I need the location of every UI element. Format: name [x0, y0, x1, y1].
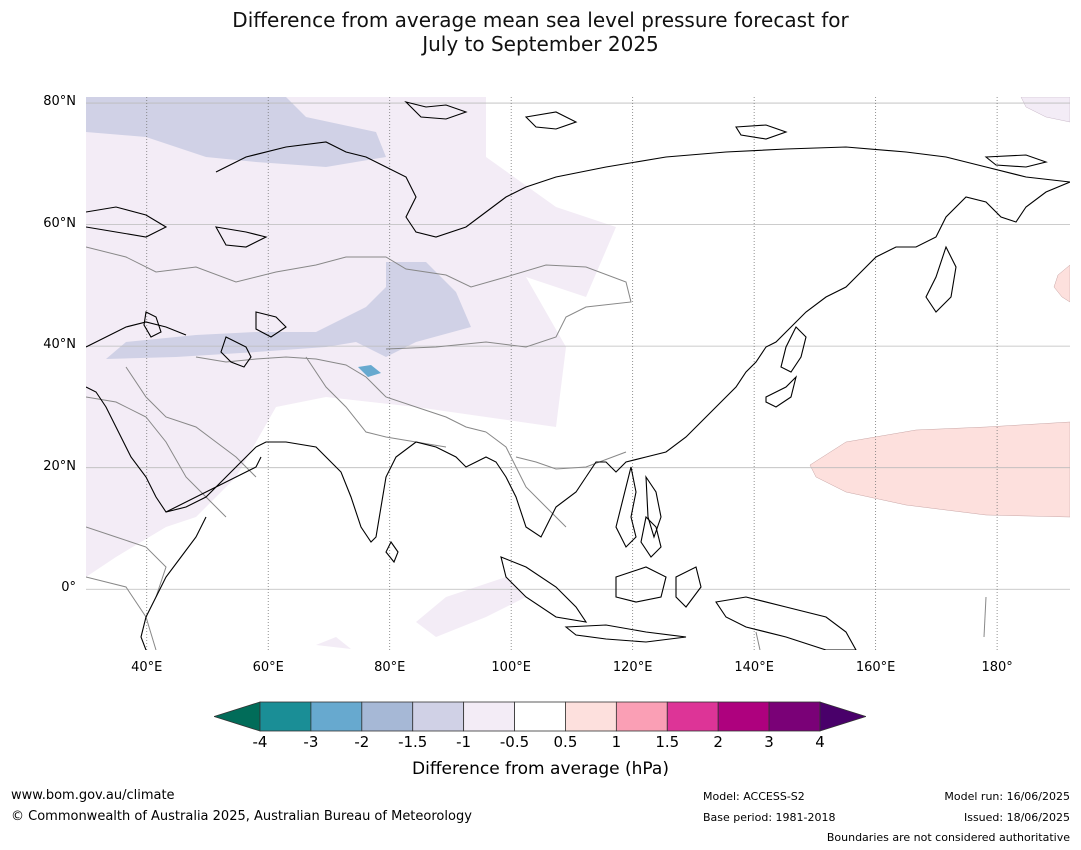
map-canvas [86, 97, 1070, 650]
longitude-label: 160°E [855, 660, 896, 675]
anomaly-region-lilac-indian-ocean [416, 577, 526, 637]
footer-base-period: Base period: 1981-2018 [703, 811, 836, 824]
colorbar-over-arrow [819, 701, 868, 732]
anomaly-region-lilac-bering [1020, 97, 1070, 123]
colorbar-bin [259, 701, 312, 732]
colorbar-bin [666, 701, 719, 732]
footer-copyright: © Commonwealth of Australia 2025, Austra… [11, 809, 472, 824]
colorbar-bin [615, 701, 668, 732]
colorbar-scale [212, 701, 868, 732]
anomaly-region-lilac-east-indian-ocean [316, 637, 351, 649]
colorbar-tick-label: -1.5 [398, 733, 428, 751]
colorbar-tick-label: -4 [252, 733, 268, 751]
footer-issued: Issued: 18/06/2025 [963, 811, 1070, 824]
colorbar-under-arrow [212, 701, 261, 732]
colorbar-bin [717, 701, 770, 732]
colorbar-tick-label: -2 [354, 733, 370, 751]
colorbar-title: Difference from average (hPa) [412, 759, 669, 779]
longitude-label: 180° [981, 660, 1013, 675]
colorbar-bin [514, 701, 566, 732]
colorbar [212, 700, 868, 734]
colorbar-tick-label: 3 [764, 733, 774, 751]
colorbar-tick-label: 4 [815, 733, 825, 751]
anomaly-region-pink-pacific [809, 421, 1070, 518]
latitude-label: 40°N [43, 337, 76, 353]
footer-website: www.bom.gov.au/climate [11, 788, 175, 803]
longitude-label: 80°E [374, 660, 406, 675]
colorbar-tick-label: -1 [456, 733, 472, 751]
map-title: Difference from average mean sea level p… [0, 8, 1081, 56]
anomaly-region-blue-tibet [358, 365, 381, 377]
longitude-label: 140°E [734, 660, 774, 675]
longitude-label: 100°E [491, 660, 531, 675]
latitude-label: 20°N [43, 458, 76, 474]
title-line-2: July to September 2025 [422, 32, 659, 56]
colorbar-bin [463, 701, 515, 732]
colorbar-tick-label: 1 [611, 733, 622, 751]
footer-model-run: Model run: 16/06/2025 [944, 790, 1070, 803]
footer-disclaimer: Boundaries are not considered authoritat… [826, 831, 1070, 844]
anomaly-region-lilac-central-asia [106, 262, 471, 359]
longitude-label: 60°E [252, 660, 284, 675]
title-line-1: Difference from average mean sea level p… [232, 8, 849, 32]
longitude-label: 40°E [131, 660, 163, 675]
country-boundaries [86, 246, 987, 650]
latitude-label: 60°N [43, 215, 76, 231]
pressure-anomaly-map [86, 97, 1070, 650]
latitude-label: 0° [61, 580, 76, 596]
colorbar-bin [361, 701, 414, 732]
longitude-label: 120°E [612, 660, 653, 675]
colorbar-bin [412, 701, 465, 732]
anomaly-fields [86, 97, 1070, 649]
footer-model: Model: ACCESS-S2 [703, 790, 805, 803]
anomaly-region-pink-north-pacific [1053, 264, 1070, 303]
anomaly-region-lilac-arctic [86, 97, 386, 167]
colorbar-tick-label: 2 [713, 733, 723, 751]
colorbar-tick-label: -3 [303, 733, 319, 751]
colorbar-tick-label: -0.5 [499, 733, 530, 751]
colorbar-bin [565, 701, 617, 732]
colorbar-bin [768, 701, 821, 732]
graticule [86, 97, 1070, 650]
latitude-label: 80°N [43, 94, 76, 110]
colorbar-tick-label: 1.5 [655, 733, 680, 751]
colorbar-tick-label: 0.5 [553, 733, 578, 751]
coastlines [86, 100, 1070, 650]
colorbar-bin [310, 701, 363, 732]
